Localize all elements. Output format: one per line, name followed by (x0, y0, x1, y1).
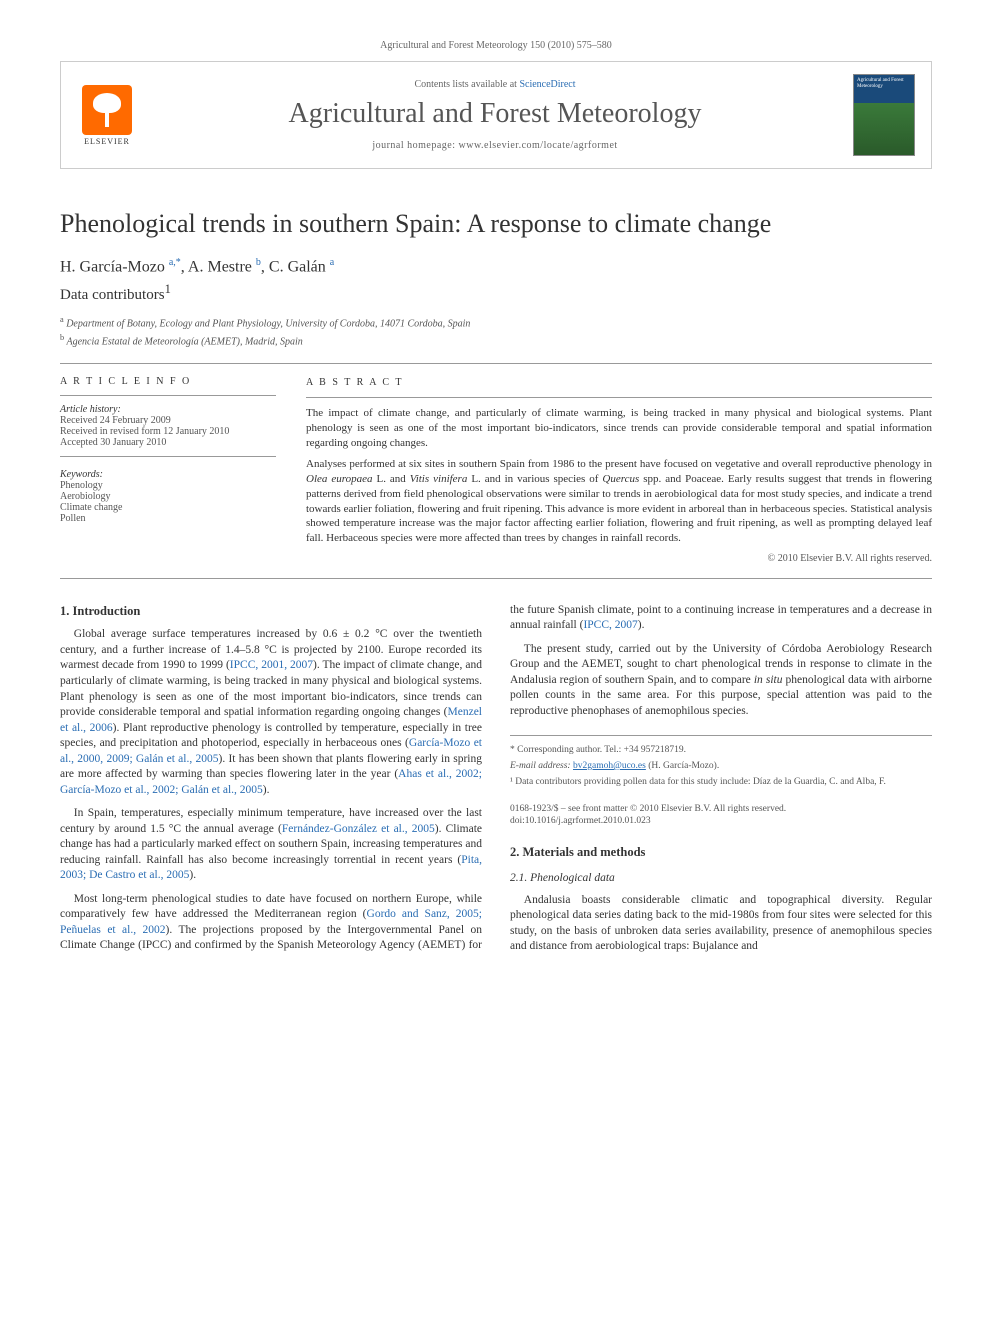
body-para: The present study, carried out by the Un… (510, 642, 932, 720)
intro-heading: 1. Introduction (60, 603, 482, 620)
masthead: ELSEVIER Contents lists available at Sci… (60, 61, 932, 169)
email-line: E-mail address: bv2gamoh@uco.es (H. Garc… (510, 760, 932, 773)
contributors-line: Data contributors1 (60, 282, 932, 304)
sciencedirect-link[interactable]: ScienceDirect (519, 79, 575, 90)
body-para: In Spain, temperatures, especially minim… (60, 806, 482, 884)
journal-cover-thumb: Agricultural and Forest Meteorology (853, 74, 915, 156)
article-info: A R T I C L E I N F O Article history: R… (60, 364, 290, 578)
keyword: Phenology (60, 480, 276, 491)
keywords-list: PhenologyAerobiologyClimate changePollen (60, 480, 276, 524)
issn-line: 0168-1923/$ – see front matter © 2010 El… (510, 803, 932, 816)
article-info-header: A R T I C L E I N F O (60, 376, 276, 387)
email-owner: (H. García-Mozo). (648, 761, 719, 771)
mm-paragraphs: Andalusia boasts considerable climatic a… (510, 893, 932, 955)
history-item: Received 24 February 2009 (60, 415, 276, 426)
history-item: Accepted 30 January 2010 (60, 437, 276, 448)
cover-title: Agricultural and Forest Meteorology (857, 78, 911, 89)
running-header: Agricultural and Forest Meteorology 150 … (60, 40, 932, 51)
abstract-paras: The impact of climate change, and partic… (306, 406, 932, 546)
doi-line: doi:10.1016/j.agrformet.2010.01.023 (510, 815, 932, 828)
body-para: Global average surface temperatures incr… (60, 627, 482, 798)
affiliation: a Department of Botany, Ecology and Plan… (60, 314, 932, 331)
footnotes: * Corresponding author. Tel.: +34 957218… (510, 735, 932, 788)
corresponding-author: * Corresponding author. Tel.: +34 957218… (510, 744, 932, 757)
divider (306, 397, 932, 398)
contents-prefix: Contents lists available at (414, 79, 519, 90)
body-columns: 1. Introduction Global average surface t… (60, 603, 932, 959)
mm-heading: 2. Materials and methods (510, 844, 932, 861)
contributors-text: Data contributors (60, 287, 165, 303)
front-matter: 0168-1923/$ – see front matter © 2010 El… (510, 803, 932, 829)
elsevier-logo: ELSEVIER (77, 80, 137, 150)
page: Agricultural and Forest Meteorology 150 … (0, 0, 992, 988)
history-list: Received 24 February 2009Received in rev… (60, 415, 276, 448)
abstract: A B S T R A C T The impact of climate ch… (290, 364, 932, 578)
history-label: Article history: (60, 404, 276, 415)
contributors-sup: 1 (165, 282, 171, 296)
homepage-line: journal homepage: www.elsevier.com/locat… (153, 140, 837, 151)
homepage-prefix: journal homepage: (372, 140, 458, 151)
abstract-copyright: © 2010 Elsevier B.V. All rights reserved… (306, 552, 932, 566)
divider (60, 456, 276, 457)
authors: H. García-Mozo a,*, A. Mestre b, C. Galá… (60, 257, 932, 276)
contents-line: Contents lists available at ScienceDirec… (153, 79, 837, 90)
article-title: Phenological trends in southern Spain: A… (60, 209, 932, 239)
abstract-header: A B S T R A C T (306, 376, 932, 390)
keywords-label: Keywords: (60, 469, 276, 480)
mm-subheading: 2.1. Phenological data (510, 871, 932, 887)
keyword: Pollen (60, 513, 276, 524)
divider (60, 395, 276, 396)
affiliations: a Department of Botany, Ecology and Plan… (60, 314, 932, 349)
affiliation: b Agencia Estatal de Meteorología (AEMET… (60, 332, 932, 349)
masthead-center: Contents lists available at ScienceDirec… (153, 79, 837, 151)
abstract-para: Analyses performed at six sites in south… (306, 457, 932, 546)
keyword: Aerobiology (60, 491, 276, 502)
body-para: Andalusia boasts considerable climatic a… (510, 893, 932, 955)
keyword: Climate change (60, 502, 276, 513)
homepage-url: www.elsevier.com/locate/agrformet (459, 140, 618, 151)
info-abstract-row: A R T I C L E I N F O Article history: R… (60, 363, 932, 579)
history-item: Received in revised form 12 January 2010 (60, 426, 276, 437)
email-link[interactable]: bv2gamoh@uco.es (573, 761, 646, 771)
email-label: E-mail address: (510, 761, 571, 771)
abstract-para: The impact of climate change, and partic… (306, 406, 932, 451)
elsevier-label: ELSEVIER (84, 137, 130, 146)
data-contributors-note: ¹ Data contributors providing pollen dat… (510, 776, 932, 789)
elsevier-tree-icon (82, 85, 132, 135)
journal-name: Agricultural and Forest Meteorology (153, 98, 837, 130)
